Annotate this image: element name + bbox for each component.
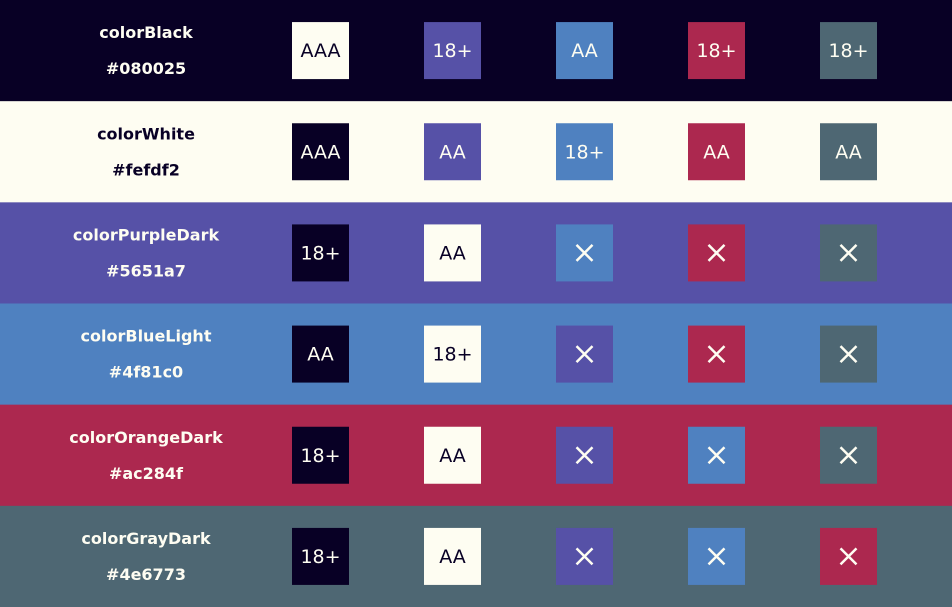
swatch (424, 22, 481, 80)
fail-icon (575, 547, 594, 566)
color-hex: #5651a7 (106, 261, 186, 280)
swatch (292, 426, 349, 484)
color-name: colorBlueLight (81, 327, 212, 346)
fail-icon (707, 244, 726, 262)
contrast-rating: 18+ (828, 40, 868, 62)
contrast-rating: 18+ (696, 40, 736, 62)
color-hex: #080025 (106, 59, 186, 78)
swatch (292, 224, 349, 282)
contrast-rating: AA (307, 344, 334, 366)
fail-icon (575, 446, 594, 465)
swatch (556, 22, 613, 80)
contrast-rating: AA (703, 141, 730, 163)
fail-icon (707, 446, 726, 465)
contrast-rating: AA (439, 141, 466, 163)
swatch (556, 123, 613, 181)
color-name: colorBlack (99, 23, 193, 42)
color-name: colorGrayDark (81, 529, 211, 548)
swatch (820, 22, 877, 80)
contrast-rating: AA (439, 546, 466, 568)
swatch (292, 22, 349, 80)
color-name: colorOrangeDark (69, 428, 223, 447)
fail-icon (575, 244, 594, 262)
swatch (424, 426, 481, 484)
fail-icon (575, 345, 594, 363)
contrast-rating: AA (439, 445, 466, 467)
swatch (424, 325, 481, 383)
contrast-rating: 18+ (564, 141, 604, 163)
swatch (292, 325, 349, 383)
fail-icon (839, 446, 858, 465)
color-hex: #fefdf2 (112, 160, 180, 179)
swatch (424, 123, 481, 181)
swatch (424, 527, 481, 585)
swatch (688, 123, 745, 181)
color-name: colorWhite (97, 124, 195, 143)
contrast-rating: 18+ (300, 242, 340, 264)
fail-icon (707, 547, 726, 566)
contrast-rating: AAA (300, 141, 340, 163)
contrast-rating: 18+ (432, 40, 472, 62)
swatch (424, 224, 481, 282)
color-hex: #4f81c0 (109, 363, 183, 382)
contrast-rating: 18+ (300, 546, 340, 568)
color-name: colorPurpleDark (73, 225, 220, 244)
contrast-rating: AA (439, 242, 466, 264)
contrast-rating: AA (571, 40, 598, 62)
color-hex: #4e6773 (106, 565, 186, 584)
fail-icon (707, 345, 726, 363)
contrast-rating: 18+ (300, 445, 340, 467)
swatch (292, 123, 349, 181)
color-hex: #ac284f (109, 464, 184, 483)
fail-icon (839, 244, 858, 262)
swatch (820, 123, 877, 181)
fail-icon (839, 345, 858, 363)
contrast-rating: AA (835, 141, 862, 163)
swatch (292, 527, 349, 585)
contrast-rating: AAA (300, 40, 340, 62)
contrast-rating: 18+ (432, 344, 472, 366)
swatch (688, 22, 745, 80)
fail-icon (839, 547, 858, 566)
